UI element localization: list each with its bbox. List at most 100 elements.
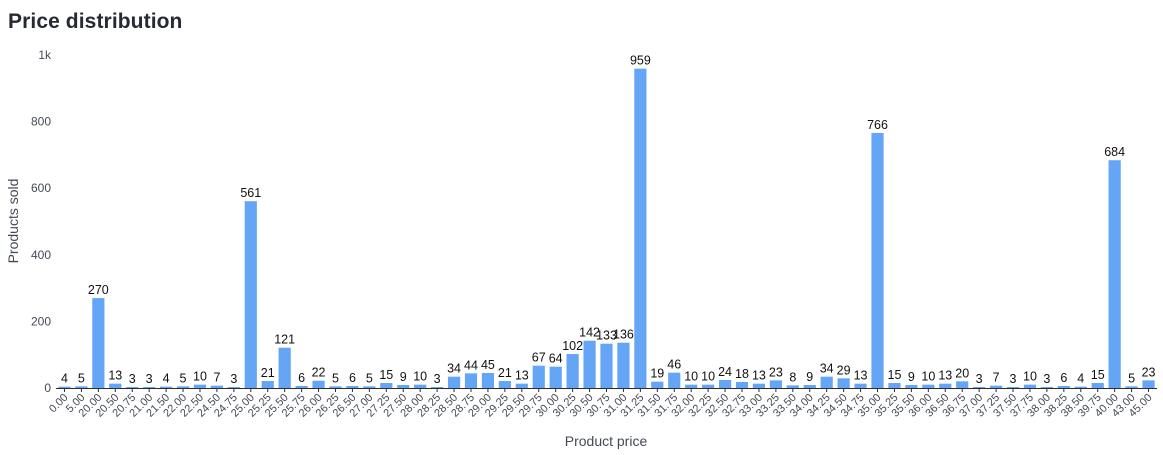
bar[interactable] (685, 384, 698, 388)
bar[interactable] (752, 383, 766, 388)
y-tick-label: 200 (31, 314, 51, 328)
bar[interactable] (481, 373, 495, 388)
bar[interactable] (922, 384, 935, 388)
bar[interactable] (1057, 386, 1070, 388)
data-label: 8 (789, 370, 796, 384)
bar[interactable] (973, 387, 986, 388)
bar[interactable] (109, 383, 122, 388)
bar[interactable] (871, 132, 884, 388)
bar[interactable] (888, 383, 901, 388)
bar[interactable] (1091, 383, 1104, 388)
bar[interactable] (600, 343, 613, 388)
bar[interactable] (566, 354, 579, 388)
data-label: 19 (650, 367, 664, 381)
bar[interactable] (75, 386, 88, 388)
bar[interactable] (786, 385, 799, 388)
data-label: 10 (684, 370, 698, 384)
data-label: 136 (613, 328, 634, 342)
data-label: 6 (349, 371, 356, 385)
bar[interactable] (143, 387, 156, 388)
data-label: 64 (549, 352, 563, 366)
data-label: 20 (955, 366, 969, 380)
bar[interactable] (702, 384, 715, 388)
data-label: 4 (163, 372, 170, 386)
bar[interactable] (1006, 387, 1020, 388)
bar[interactable] (617, 342, 630, 388)
data-label: 15 (379, 368, 393, 382)
bar[interactable] (329, 386, 342, 388)
bar[interactable] (397, 385, 410, 388)
bar[interactable] (1142, 380, 1155, 388)
bar[interactable] (92, 298, 105, 388)
bar[interactable] (634, 68, 647, 388)
data-label: 34 (447, 362, 461, 376)
bar[interactable] (803, 385, 816, 388)
bar[interactable] (718, 380, 732, 388)
bar[interactable] (295, 386, 308, 388)
bar[interactable] (1125, 386, 1138, 388)
bar[interactable] (58, 386, 71, 388)
bar[interactable] (668, 372, 681, 388)
bar[interactable] (346, 386, 359, 388)
bar[interactable] (312, 380, 325, 388)
data-label: 13 (515, 369, 529, 383)
data-label: 133 (596, 329, 617, 343)
data-label: 561 (240, 186, 261, 200)
bar[interactable] (1074, 386, 1087, 388)
y-tick-label: 800 (31, 115, 51, 129)
data-label: 18 (735, 367, 749, 381)
bar[interactable] (363, 386, 376, 388)
bar[interactable] (447, 376, 461, 388)
bar[interactable] (837, 378, 850, 388)
bar[interactable] (380, 383, 393, 388)
bar[interactable] (1023, 384, 1037, 388)
bar[interactable] (210, 385, 224, 388)
bar[interactable] (227, 387, 240, 388)
data-label: 766 (867, 118, 888, 132)
bar[interactable] (278, 347, 291, 388)
data-label: 29 (837, 363, 851, 377)
bar[interactable] (820, 376, 833, 388)
bar[interactable] (651, 381, 664, 388)
data-label: 6 (1060, 371, 1067, 385)
bar[interactable] (1108, 160, 1121, 388)
data-label: 3 (1043, 372, 1050, 386)
bar[interactable] (176, 386, 190, 388)
y-tick-label: 600 (31, 181, 51, 195)
bar[interactable] (414, 384, 427, 388)
bar[interactable] (464, 373, 478, 388)
bar[interactable] (431, 387, 444, 388)
data-label: 5 (1128, 371, 1135, 385)
data-label: 13 (854, 369, 868, 383)
bar[interactable] (939, 383, 952, 388)
bar[interactable] (532, 365, 545, 388)
bar[interactable] (193, 384, 207, 388)
data-label: 21 (498, 366, 512, 380)
bar[interactable] (515, 383, 528, 388)
bar[interactable] (126, 387, 139, 388)
bar[interactable] (735, 382, 749, 388)
bar[interactable] (1040, 387, 1053, 388)
data-label: 46 (667, 358, 681, 372)
x-axis: 0.005.0020.0020.5020.7521.0021.5022.0022… (47, 388, 1157, 420)
bar[interactable] (261, 381, 274, 388)
bar[interactable] (989, 385, 1003, 388)
data-label: 4 (1077, 372, 1084, 386)
bar[interactable] (160, 386, 173, 388)
bar[interactable] (583, 340, 596, 388)
data-label: 13 (752, 369, 766, 383)
bar[interactable] (244, 201, 257, 388)
bar[interactable] (549, 366, 562, 388)
data-label: 5 (78, 371, 85, 385)
data-label: 44 (464, 358, 478, 372)
bar[interactable] (905, 385, 918, 388)
data-label: 10 (413, 370, 427, 384)
bar[interactable] (854, 383, 867, 388)
bar[interactable] (956, 381, 969, 388)
bar[interactable] (769, 380, 782, 388)
chart-title: Price distribution (8, 10, 183, 33)
data-label: 3 (976, 372, 983, 386)
data-label: 45 (481, 358, 495, 372)
bar[interactable] (498, 381, 511, 388)
